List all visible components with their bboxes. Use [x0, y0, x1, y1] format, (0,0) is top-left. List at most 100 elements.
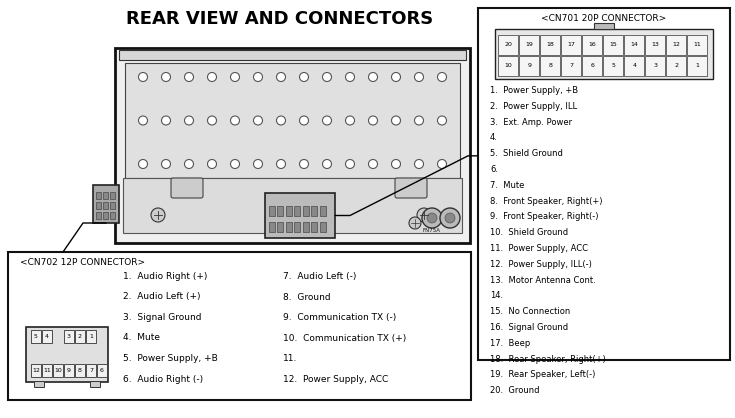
Circle shape	[437, 160, 446, 168]
Text: 10.  Communication TX (+): 10. Communication TX (+)	[283, 334, 406, 342]
Text: 10.  Shield Ground: 10. Shield Ground	[490, 228, 568, 237]
FancyBboxPatch shape	[603, 56, 623, 76]
FancyBboxPatch shape	[312, 206, 318, 216]
Text: 3.  Signal Ground: 3. Signal Ground	[123, 313, 201, 322]
Text: 6: 6	[590, 63, 595, 68]
Text: 1.  Audio Right (+): 1. Audio Right (+)	[123, 272, 207, 281]
Text: 11: 11	[694, 42, 701, 47]
Circle shape	[392, 116, 401, 125]
Circle shape	[415, 116, 423, 125]
FancyBboxPatch shape	[540, 56, 561, 76]
Text: 18.  Rear Speaker, Right(+): 18. Rear Speaker, Right(+)	[490, 354, 606, 364]
Circle shape	[138, 72, 148, 82]
Text: 6: 6	[100, 368, 104, 373]
Text: 6.: 6.	[490, 165, 498, 174]
Circle shape	[299, 72, 309, 82]
Circle shape	[184, 160, 193, 168]
FancyBboxPatch shape	[110, 202, 115, 209]
FancyBboxPatch shape	[8, 252, 471, 400]
Text: <CN701 20P CONNECTOR>: <CN701 20P CONNECTOR>	[542, 14, 667, 23]
Text: 2: 2	[78, 334, 82, 339]
FancyBboxPatch shape	[303, 222, 309, 232]
Text: 3.  Ext. Amp. Power: 3. Ext. Amp. Power	[490, 117, 572, 127]
Text: 15.  No Connection: 15. No Connection	[490, 307, 570, 316]
Text: 1: 1	[89, 334, 93, 339]
Text: 2.  Power Supply, ILL: 2. Power Supply, ILL	[490, 102, 577, 111]
FancyBboxPatch shape	[519, 35, 539, 55]
Circle shape	[427, 213, 437, 223]
Text: 3: 3	[653, 63, 658, 68]
Circle shape	[409, 217, 421, 229]
Circle shape	[345, 116, 354, 125]
FancyBboxPatch shape	[624, 35, 645, 55]
FancyBboxPatch shape	[93, 185, 119, 223]
FancyBboxPatch shape	[64, 364, 74, 377]
Text: 16: 16	[589, 42, 596, 47]
FancyBboxPatch shape	[90, 381, 100, 387]
FancyBboxPatch shape	[320, 222, 326, 232]
FancyBboxPatch shape	[295, 222, 301, 232]
FancyBboxPatch shape	[96, 202, 101, 209]
FancyBboxPatch shape	[498, 35, 518, 55]
FancyBboxPatch shape	[395, 178, 427, 198]
Circle shape	[299, 160, 309, 168]
FancyBboxPatch shape	[540, 35, 561, 55]
Text: 17.  Beep: 17. Beep	[490, 339, 530, 348]
Text: 7.  Audio Left (-): 7. Audio Left (-)	[283, 272, 356, 281]
Text: 7: 7	[570, 63, 573, 68]
FancyBboxPatch shape	[645, 56, 665, 76]
FancyBboxPatch shape	[594, 23, 614, 29]
FancyBboxPatch shape	[286, 206, 292, 216]
Text: 5: 5	[34, 334, 38, 339]
FancyBboxPatch shape	[582, 56, 603, 76]
FancyBboxPatch shape	[125, 63, 460, 178]
FancyBboxPatch shape	[103, 192, 108, 199]
FancyBboxPatch shape	[86, 330, 96, 343]
Circle shape	[345, 160, 354, 168]
FancyBboxPatch shape	[278, 222, 284, 232]
Circle shape	[276, 160, 285, 168]
Circle shape	[323, 160, 331, 168]
FancyBboxPatch shape	[103, 212, 108, 219]
FancyBboxPatch shape	[110, 192, 115, 199]
Circle shape	[254, 160, 262, 168]
FancyBboxPatch shape	[31, 330, 41, 343]
Text: 8.  Ground: 8. Ground	[283, 293, 331, 301]
FancyBboxPatch shape	[687, 35, 708, 55]
Text: 2.  Audio Left (+): 2. Audio Left (+)	[123, 293, 201, 301]
Circle shape	[415, 72, 423, 82]
Text: REAR VIEW AND CONNECTORS: REAR VIEW AND CONNECTORS	[126, 10, 434, 28]
Text: 10: 10	[505, 63, 512, 68]
FancyBboxPatch shape	[115, 48, 470, 243]
Text: 9.  Front Speaker, Right(-): 9. Front Speaker, Right(-)	[490, 212, 598, 222]
Text: 13.  Motor Antenna Cont.: 13. Motor Antenna Cont.	[490, 275, 596, 285]
Circle shape	[299, 116, 309, 125]
FancyBboxPatch shape	[519, 56, 539, 76]
Text: 12.  Power Supply, ACC: 12. Power Supply, ACC	[283, 375, 388, 383]
Text: 12: 12	[32, 368, 40, 373]
Text: 6.  Audio Right (-): 6. Audio Right (-)	[123, 375, 203, 383]
Circle shape	[231, 160, 240, 168]
Text: 8: 8	[78, 368, 82, 373]
Circle shape	[184, 116, 193, 125]
Text: 13: 13	[651, 42, 659, 47]
Text: 9: 9	[67, 368, 71, 373]
FancyBboxPatch shape	[495, 29, 713, 79]
Text: 1.  Power Supply, +B: 1. Power Supply, +B	[490, 86, 578, 95]
Text: 14.: 14.	[490, 291, 503, 301]
Circle shape	[138, 116, 148, 125]
Text: 5.  Power Supply, +B: 5. Power Supply, +B	[123, 354, 218, 363]
Circle shape	[415, 160, 423, 168]
Text: 16.  Signal Ground: 16. Signal Ground	[490, 323, 568, 332]
Circle shape	[392, 72, 401, 82]
Text: 5.  Shield Ground: 5. Shield Ground	[490, 149, 563, 158]
Text: 4: 4	[45, 334, 49, 339]
Circle shape	[392, 160, 401, 168]
FancyBboxPatch shape	[53, 364, 63, 377]
Circle shape	[323, 72, 331, 82]
Circle shape	[368, 116, 378, 125]
Circle shape	[151, 208, 165, 222]
Circle shape	[207, 72, 217, 82]
FancyBboxPatch shape	[123, 178, 462, 233]
Text: 10: 10	[54, 368, 62, 373]
